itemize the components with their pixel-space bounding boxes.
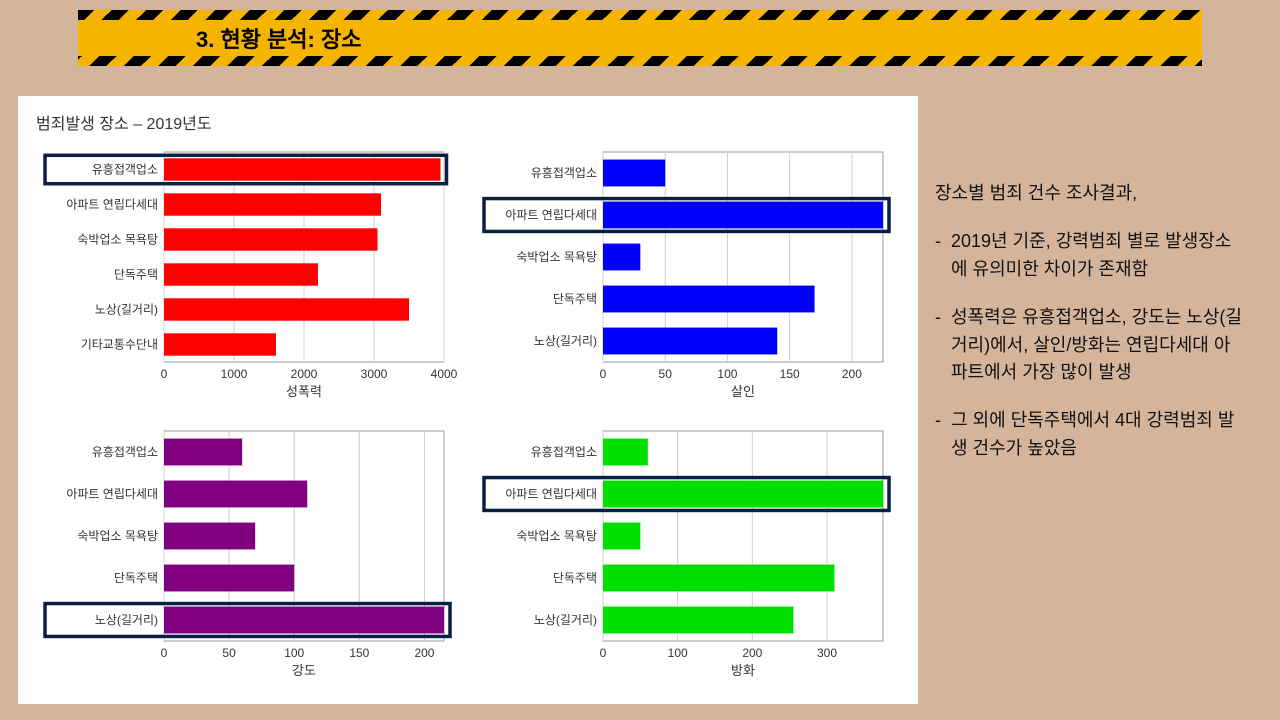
bar <box>164 228 378 250</box>
y-category-label: 유흥접객업소 <box>91 445 157 459</box>
x-tick-label: 1000 <box>220 367 247 381</box>
x-tick-label: 100 <box>284 646 304 660</box>
chart-panel: 범죄발생 장소 – 2019년도 01000200030004000유흥접객업소… <box>18 96 918 704</box>
bullet-text: 2019년 기준, 강력범죄 별로 발생장소에 유의미한 차이가 존재함 <box>951 228 1245 284</box>
bullet-text: 성폭력은 유흥접객업소, 강도는 노상(길거리)에서, 살인/방화는 연립다세대… <box>951 304 1245 388</box>
chart-살인: 0 50 100 150 200 유흥접객업소아파트 연립다세대숙박업소 목욕탕단독주택노… <box>475 142 900 413</box>
y-category-label: 단독주택 <box>552 292 596 306</box>
text-bullet: - 그 외에 단독주택에서 4대 강력범죄 발생 건수가 높았음 <box>935 407 1245 463</box>
y-category-label: 숙박업소 목욕탕 <box>77 529 158 543</box>
x-tick-label: 50 <box>222 646 236 660</box>
y-category-label: 노상(길거리) <box>533 613 596 627</box>
x-tick-label: 2000 <box>290 367 317 381</box>
x-tick-label: 0 <box>160 646 167 660</box>
x-tick-label: 200 <box>414 646 434 660</box>
y-category-label: 유흥접객업소 <box>530 166 596 180</box>
text-bullet: - 2019년 기준, 강력범죄 별로 발생장소에 유의미한 차이가 존재함 <box>935 228 1245 284</box>
y-category-label: 숙박업소 목욕탕 <box>516 529 597 543</box>
x-tick-label: 0 <box>160 367 167 381</box>
bar <box>603 244 640 271</box>
x-axis-label: 강도 <box>292 663 316 678</box>
y-category-label: 기타교통수단내 <box>80 338 157 352</box>
x-tick-label: 0 <box>599 367 606 381</box>
bullet-dash: - <box>935 304 941 388</box>
bar <box>164 607 444 634</box>
bar <box>164 333 276 355</box>
bar <box>164 439 242 466</box>
chart-svg: 0 50 100 150 200 유흥접객업소아파트 연립다세대숙박업소 목욕탕단독주택노… <box>39 421 459 679</box>
x-axis-label: 성폭력 <box>286 384 322 399</box>
text-bullet: - 성폭력은 유흥접객업소, 강도는 노상(길거리)에서, 살인/방화는 연립다… <box>935 304 1245 388</box>
x-tick-label: 150 <box>349 646 369 660</box>
x-tick-label: 200 <box>742 646 762 660</box>
y-category-label: 아파트 연립다세대 <box>505 487 597 501</box>
x-tick-label: 3000 <box>360 367 387 381</box>
bar <box>164 263 318 285</box>
bar <box>603 565 834 592</box>
title-banner: 3. 현황 분석: 장소 <box>78 10 1202 66</box>
y-category-label: 아파트 연립다세대 <box>66 198 158 212</box>
charts-grid: 01000200030004000유흥접객업소아파트 연립다세대숙박업소 목욕탕… <box>36 142 900 692</box>
chart-svg: 0 50 100 150 200 유흥접객업소아파트 연립다세대숙박업소 목욕탕단독주택노… <box>478 142 898 400</box>
y-category-label: 유흥접객업소 <box>530 445 596 459</box>
bar <box>603 160 665 187</box>
x-tick-label: 300 <box>816 646 836 660</box>
bar <box>164 158 441 180</box>
y-category-label: 단독주택 <box>113 268 157 282</box>
x-tick-label: 150 <box>779 367 799 381</box>
page-title: 3. 현황 분석: 장소 <box>196 22 361 54</box>
bar <box>164 523 255 550</box>
y-category-label: 노상(길거리) <box>94 613 157 627</box>
bar <box>164 193 381 215</box>
x-axis-label: 방화 <box>731 663 755 678</box>
bar <box>164 481 307 508</box>
y-category-label: 유흥접객업소 <box>91 163 157 177</box>
chart-svg: 0 1000 2000 3000 4000 유흥접객업소아파트 연립다세대숙박업소 목욕탕… <box>39 142 459 400</box>
bar <box>603 481 883 508</box>
text-intro: 장소별 범죄 건수 조사결과, <box>935 180 1245 208</box>
bar <box>164 298 409 320</box>
bar <box>603 523 640 550</box>
x-tick-label: 50 <box>658 367 672 381</box>
y-category-label: 단독주택 <box>113 571 157 585</box>
chart-svg: 0 100 200 300 유흥접객업소아파트 연립다세대숙박업소 목욕탕단독주택노상(… <box>478 421 898 679</box>
bar <box>603 286 815 313</box>
chart-성폭력: 0 1000 2000 3000 4000 유흥접객업소아파트 연립다세대숙박업소 목욕탕… <box>36 142 461 413</box>
x-tick-label: 100 <box>667 646 687 660</box>
y-category-label: 노상(길거리) <box>533 334 596 348</box>
y-category-label: 단독주택 <box>552 571 596 585</box>
bar <box>603 328 777 355</box>
y-category-label: 아파트 연립다세대 <box>66 487 158 501</box>
bullet-dash: - <box>935 407 941 463</box>
x-tick-label: 100 <box>717 367 737 381</box>
y-category-label: 숙박업소 목욕탕 <box>77 233 158 247</box>
x-tick-label: 200 <box>841 367 861 381</box>
chart-강도: 0 50 100 150 200 유흥접객업소아파트 연립다세대숙박업소 목욕탕단독주택노… <box>36 421 461 692</box>
bullet-dash: - <box>935 228 941 284</box>
y-category-label: 아파트 연립다세대 <box>505 208 597 222</box>
bar <box>603 439 648 466</box>
x-axis-label: 살인 <box>731 384 755 399</box>
text-panel: 장소별 범죄 건수 조사결과, - 2019년 기준, 강력범죄 별로 발생장소… <box>935 180 1245 483</box>
y-category-label: 숙박업소 목욕탕 <box>516 250 597 264</box>
bar <box>164 565 294 592</box>
chart-방화: 0 100 200 300 유흥접객업소아파트 연립다세대숙박업소 목욕탕단독주택노상(… <box>475 421 900 692</box>
y-category-label: 노상(길거리) <box>94 303 157 317</box>
chart-subtitle: 범죄발생 장소 – 2019년도 <box>36 110 900 134</box>
bullet-text: 그 외에 단독주택에서 4대 강력범죄 발생 건수가 높았음 <box>951 407 1245 463</box>
x-tick-label: 0 <box>599 646 606 660</box>
bar <box>603 607 793 634</box>
x-tick-label: 4000 <box>430 367 457 381</box>
bar <box>603 202 883 229</box>
